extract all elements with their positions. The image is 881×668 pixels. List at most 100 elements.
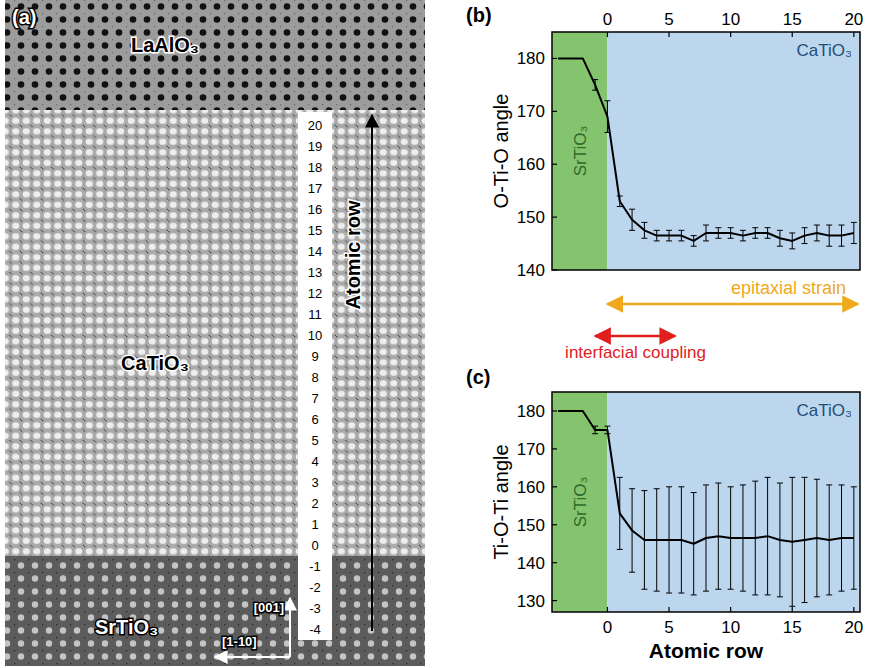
error-bar [814,225,820,241]
error-cap [617,477,623,478]
error-bar [851,487,857,589]
error-bar [765,477,771,595]
error-cap [740,240,746,241]
error-cap [777,230,783,231]
y-tick-label: 130 [517,592,545,611]
error-stem [595,426,596,434]
error-cap [666,486,672,487]
y-tick-label: 160 [517,155,545,174]
y-tick-label: 140 [517,261,545,280]
error-stem [755,481,756,595]
error-stem [607,101,608,133]
error-stem [742,230,743,241]
error-stem [841,225,842,246]
row-label: -3 [309,601,321,616]
error-bar [740,485,746,591]
error-bar [789,477,795,606]
error-cap [814,479,820,480]
error-stem [693,236,694,247]
y-tick [552,486,557,487]
error-bar [802,477,808,602]
tem-image [5,0,425,666]
error-cap [641,490,647,491]
error-cap [703,225,709,226]
error-stem [718,228,719,239]
error-stem [779,483,780,597]
error-stem [767,477,768,595]
y-tick-label: 140 [517,554,545,573]
direction-arrow [289,598,291,657]
error-cap [678,486,684,487]
x-tick [607,32,608,37]
error-cap [839,484,845,485]
error-bar [654,489,660,591]
error-cap [592,79,598,80]
error-bar [604,101,610,133]
error-cap [691,246,697,247]
error-stem [853,487,854,589]
annotation-arrow [595,335,675,338]
error-bar [765,228,771,239]
error-stem [730,487,731,589]
regions [552,32,860,270]
error-cap [728,589,734,590]
error-stem [730,228,731,239]
error-cap [752,238,758,239]
row-label-box [298,112,332,640]
error-cap [592,90,598,91]
row-label: 7 [311,391,318,406]
chart-panel: SrTiO₃CaTiO₃14015016017018005101520O-Ti-… [466,4,863,280]
error-cap [691,235,697,236]
error-stem [853,222,854,243]
x-axis-title: Atomic row [649,639,764,662]
error-cap [839,246,845,247]
row-label: 8 [311,370,318,385]
y-tick [552,600,557,601]
error-stem [792,477,793,606]
error-bar [826,225,832,246]
panel-label: (c) [466,366,490,388]
row-label: 6 [311,412,318,427]
x-tick [607,607,608,612]
catio3-layer [5,110,425,556]
regions [552,392,860,612]
row-label: -1 [309,559,321,574]
error-bar [715,228,721,239]
layer-label: SrTiO₃ [95,616,158,638]
row-label: 17 [308,181,322,196]
error-cap [851,243,857,244]
y-tick-label: 170 [517,440,545,459]
error-cap [629,209,635,210]
x-tick [853,607,854,612]
x-tick [668,607,669,612]
y-tick [552,524,557,525]
x-tick-label: 5 [664,10,673,29]
error-cap [604,426,610,427]
layer-label: CaTiO₃ [121,352,189,374]
error-bar [752,228,758,239]
error-stem [706,225,707,241]
y-tick-label: 150 [517,208,545,227]
error-cap [592,433,598,434]
annotation-text: epitaxial strain [731,278,846,298]
error-bar [617,196,623,207]
row-label: 11 [308,307,322,322]
y-tick-label: 180 [517,49,545,68]
error-cap [752,227,758,228]
y-axis-title: Ti-O-Ti angle [490,444,512,559]
error-cap [789,232,795,233]
error-bar [592,80,598,91]
error-cap [703,591,709,592]
x-tick-label: 15 [783,618,802,637]
error-cap [666,593,672,594]
x-tick [792,32,793,37]
x-tick [730,32,731,37]
error-stem [669,230,670,241]
error-bar [752,481,758,595]
x-tick-label: 20 [844,618,863,637]
row-label: 2 [311,496,318,511]
error-stem [632,489,633,572]
error-bar [839,485,845,591]
error-cap [617,549,623,550]
error-cap [629,572,635,573]
